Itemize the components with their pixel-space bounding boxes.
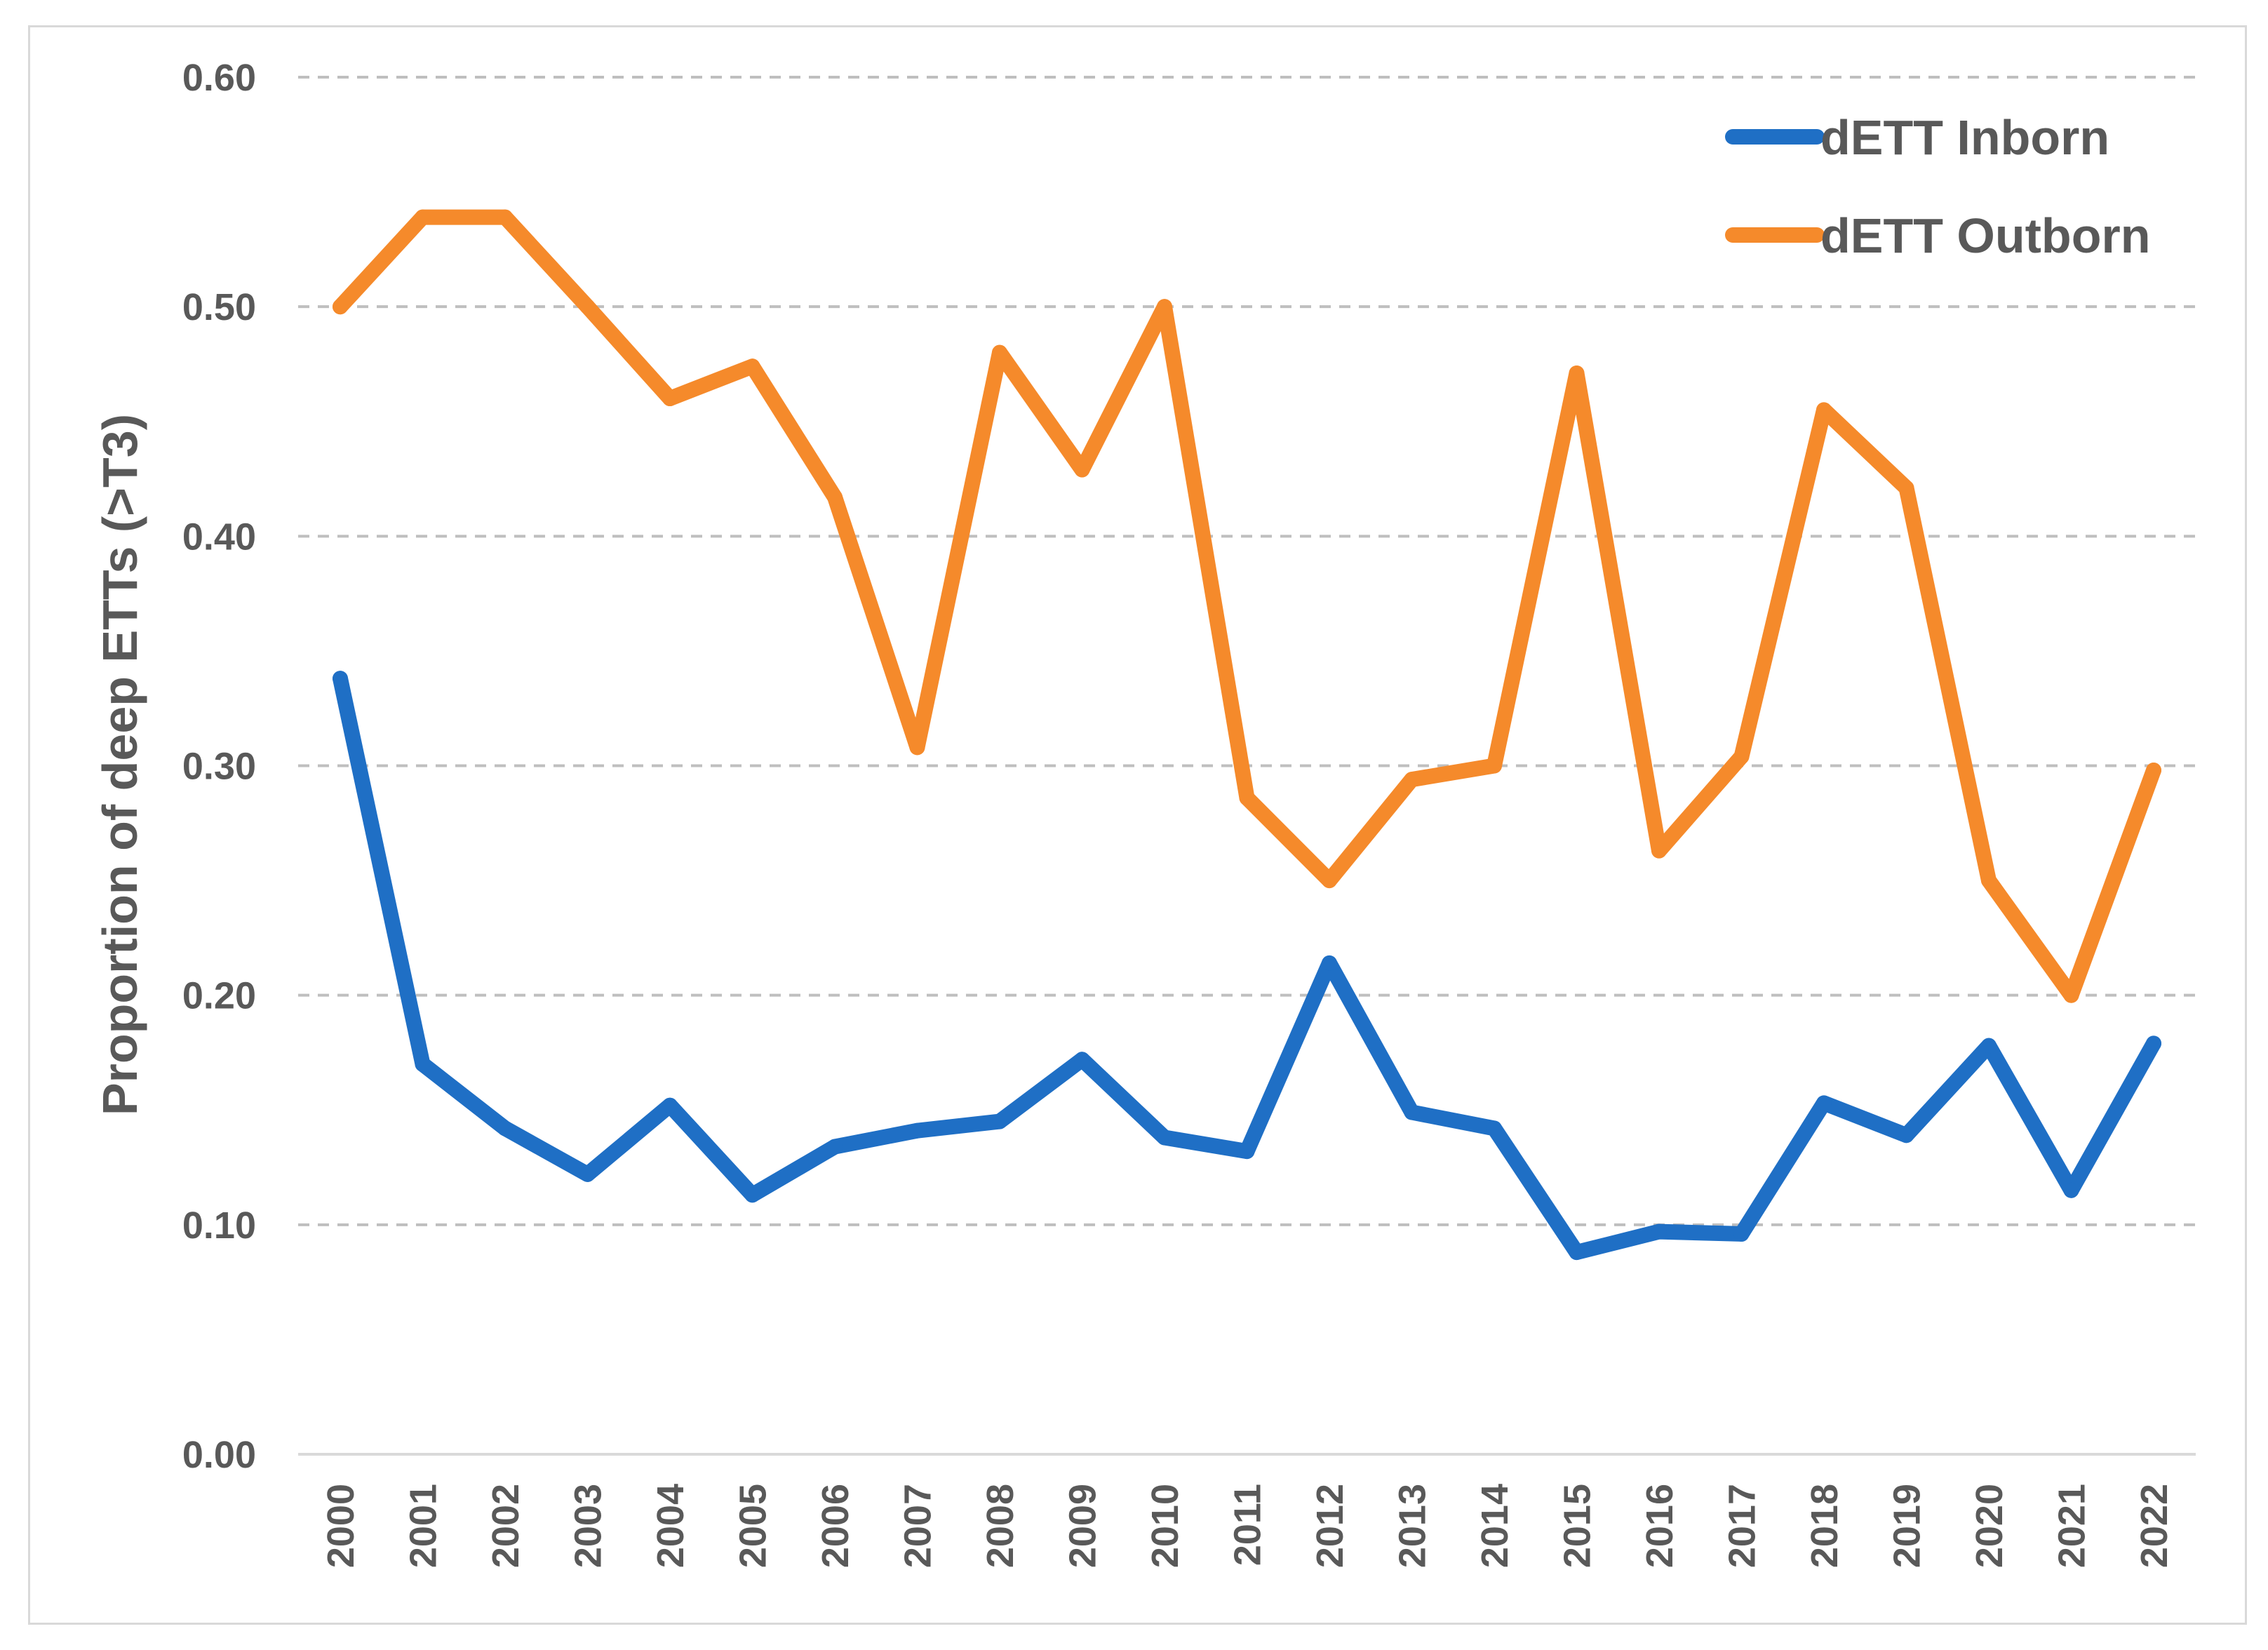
legend-item-outborn[interactable]: dETT Outborn [1725,208,2150,263]
legend-label-inborn: dETT Inborn [1820,110,2109,165]
series-line-dett-outborn[interactable] [333,209,2161,1003]
data-point-dett-inborn[interactable] [2146,1035,2161,1052]
data-point-dett-outborn[interactable] [1898,480,1914,496]
data-point-dett-outborn[interactable] [1487,758,1502,774]
data-point-dett-inborn[interactable] [1733,1226,1750,1242]
data-point-dett-outborn[interactable] [333,299,348,315]
x-tick-label: 2019 [1886,1484,1928,1568]
x-tick-label: 2018 [1804,1484,1846,1568]
x-tick-label: 2012 [1309,1484,1351,1568]
data-point-dett-inborn[interactable] [1816,1095,1832,1111]
series-lines [333,209,2161,1261]
chart-frame [28,25,2247,1625]
x-tick-label: 2010 [1144,1484,1186,1568]
data-point-dett-outborn[interactable] [662,391,678,407]
data-point-dett-outborn[interactable] [909,739,925,756]
data-point-dett-inborn[interactable] [1074,1052,1090,1068]
data-point-dett-inborn[interactable] [1981,1038,1997,1054]
data-point-dett-inborn[interactable] [1898,1127,1914,1143]
x-tick-label: 2021 [2051,1484,2093,1568]
x-tick-label: 2015 [1557,1484,1599,1568]
x-tick-label: 2020 [1968,1484,2011,1568]
data-point-dett-inborn[interactable] [579,1166,596,1182]
data-point-dett-outborn[interactable] [579,299,596,315]
x-tick-label: 2017 [1722,1484,1764,1568]
data-point-dett-inborn[interactable] [1404,1104,1420,1120]
data-point-dett-inborn[interactable] [1569,1245,1585,1261]
legend-item-inborn[interactable]: dETT Inborn [1725,110,2109,165]
data-point-dett-outborn[interactable] [1157,299,1172,315]
y-tick-label: 0.60 [182,57,256,99]
data-point-dett-outborn[interactable] [744,358,760,375]
y-axis-ticks: 0.00 0.10 0.20 0.30 0.40 0.50 0.60 [182,57,256,1476]
data-point-dett-outborn[interactable] [1074,462,1090,478]
x-tick-label: 2006 [814,1484,857,1568]
data-point-dett-outborn[interactable] [992,344,1007,361]
data-point-dett-inborn[interactable] [1157,1129,1172,1146]
data-point-dett-outborn[interactable] [415,209,431,225]
x-tick-label: 2003 [568,1484,610,1568]
y-tick-label: 0.30 [182,746,256,788]
y-tick-label: 0.10 [182,1205,256,1247]
y-tick-label: 0.00 [182,1434,256,1476]
data-point-dett-inborn[interactable] [415,1056,431,1072]
data-point-dett-inborn[interactable] [2063,1182,2079,1198]
x-tick-label: 2022 [2133,1484,2175,1568]
data-point-dett-outborn[interactable] [1569,365,1585,382]
data-point-dett-outborn[interactable] [1322,873,1337,889]
data-point-dett-outborn[interactable] [2063,987,2079,1003]
x-tick-label: 2013 [1392,1484,1434,1568]
y-tick-label: 0.40 [182,516,256,558]
x-tick-label: 2011 [1227,1484,1269,1566]
y-tick-label: 0.20 [182,975,256,1017]
data-point-dett-outborn[interactable] [1981,873,1997,889]
y-axis-title: Proportion of deep ETTs (>T3) [93,414,147,1115]
data-point-dett-outborn[interactable] [1239,790,1255,806]
data-point-dett-inborn[interactable] [333,671,348,687]
data-point-dett-outborn[interactable] [827,489,843,505]
data-point-dett-inborn[interactable] [1322,955,1337,971]
data-point-dett-outborn[interactable] [497,209,513,225]
x-tick-label: 2008 [979,1484,1021,1568]
data-point-dett-outborn[interactable] [1816,402,1832,418]
x-tick-label: 2002 [485,1484,527,1568]
x-axis-ticks: 2000 2001 2002 2003 2004 2005 2006 2007 2008 2009… [320,1484,2175,1568]
data-point-dett-inborn[interactable] [1651,1223,1667,1240]
data-point-dett-inborn[interactable] [662,1097,678,1113]
x-tick-label: 2014 [1474,1484,1516,1568]
data-point-dett-inborn[interactable] [744,1187,760,1203]
data-point-dett-inborn[interactable] [909,1122,925,1139]
data-point-dett-inborn[interactable] [827,1139,843,1155]
gridlines [298,76,2196,1456]
data-point-dett-outborn[interactable] [2146,763,2161,779]
x-tick-label: 2016 [1639,1484,1681,1568]
data-point-dett-inborn[interactable] [1239,1143,1255,1160]
data-point-dett-inborn[interactable] [1487,1120,1502,1136]
data-point-dett-outborn[interactable] [1651,843,1667,859]
legend-label-outborn: dETT Outborn [1820,208,2150,263]
x-tick-label: 2001 [403,1484,445,1568]
x-tick-label: 2005 [732,1484,774,1568]
legend[interactable]: dETT Inborn dETT Outborn [1725,110,2150,263]
data-point-dett-outborn[interactable] [1404,772,1420,788]
x-tick-label: 2007 [897,1484,939,1568]
data-point-dett-inborn[interactable] [497,1120,513,1136]
x-tick-label: 2000 [320,1484,362,1568]
data-point-dett-outborn[interactable] [1733,749,1750,765]
y-tick-label: 0.50 [182,286,256,328]
x-tick-label: 2009 [1062,1484,1104,1568]
data-point-dett-inborn[interactable] [992,1113,1007,1129]
x-tick-label: 2004 [650,1484,692,1568]
